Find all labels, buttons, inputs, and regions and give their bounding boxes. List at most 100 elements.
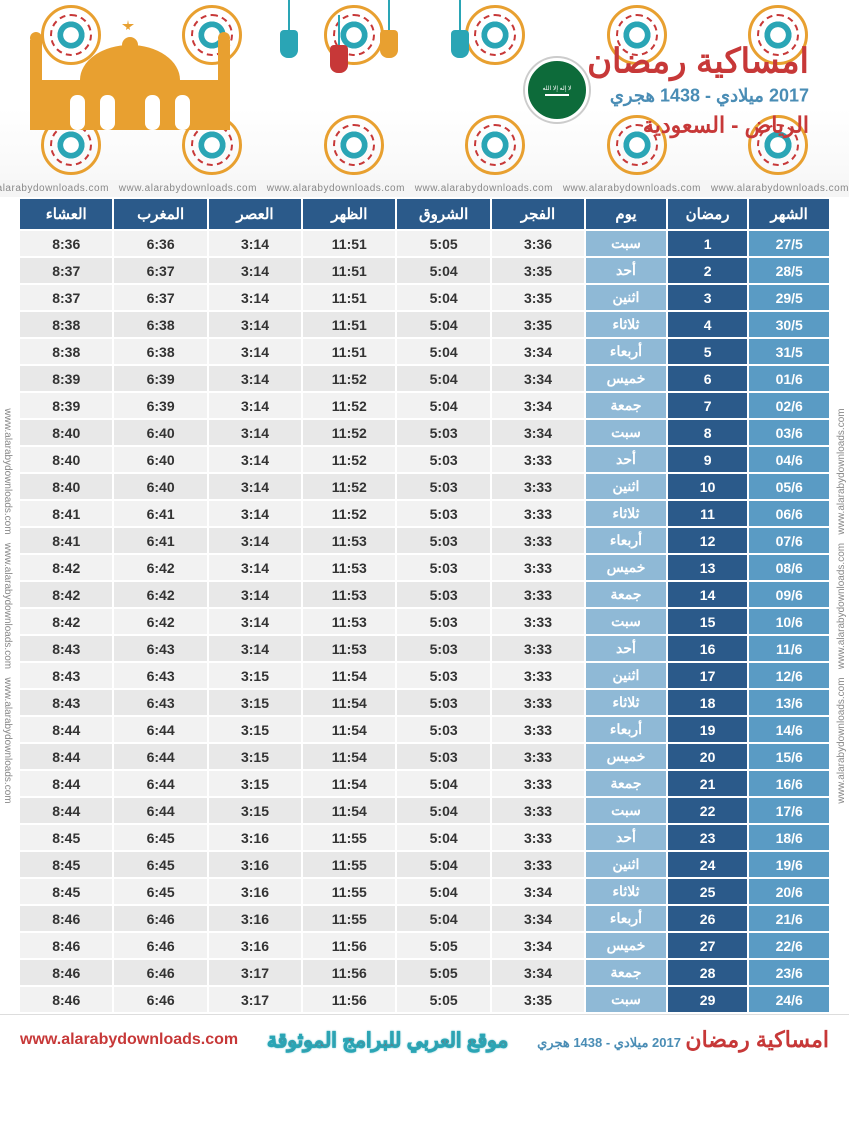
cell-month: 29/5 [749,285,829,310]
cell-asr: 3:14 [209,474,301,499]
table-row: 17/622سبت3:335:0411:543:156:448:44 [20,798,829,823]
cell-maghrib: 6:45 [114,879,206,904]
cell-dhuhr: 11:53 [303,636,395,661]
footer-subtitle: 2017 ميلادي - 1438 هجري [537,1035,681,1050]
table-row: 10/615سبت3:335:0311:533:146:428:42 [20,609,829,634]
cell-day: اثنين [586,663,666,688]
cell-asr: 3:16 [209,879,301,904]
cell-day: أحد [586,825,666,850]
cell-isha: 8:45 [20,825,112,850]
cell-isha: 8:44 [20,771,112,796]
cell-shuruq: 5:03 [397,636,489,661]
cell-fajr: 3:33 [492,582,584,607]
cell-fajr: 3:35 [492,312,584,337]
cell-maghrib: 6:43 [114,636,206,661]
cell-day: أربعاء [586,339,666,364]
cell-dhuhr: 11:52 [303,501,395,526]
cell-day: خميس [586,744,666,769]
cell-isha: 8:36 [20,231,112,256]
cell-dhuhr: 11:51 [303,231,395,256]
cell-maghrib: 6:46 [114,933,206,958]
cell-month: 30/5 [749,312,829,337]
cell-fajr: 3:33 [492,636,584,661]
table-row: 16/621جمعة3:335:0411:543:156:448:44 [20,771,829,796]
footer: امساكية رمضان 2017 ميلادي - 1438 هجري مو… [0,1014,849,1065]
cell-maghrib: 6:44 [114,744,206,769]
cell-ramadan: 20 [668,744,748,769]
cell-ramadan: 23 [668,825,748,850]
cell-maghrib: 6:40 [114,474,206,499]
cell-isha: 8:38 [20,312,112,337]
cell-isha: 8:45 [20,879,112,904]
cell-isha: 8:37 [20,258,112,283]
cell-shuruq: 5:04 [397,906,489,931]
cell-isha: 8:46 [20,987,112,1012]
cell-month: 21/6 [749,906,829,931]
cell-ramadan: 25 [668,879,748,904]
cell-dhuhr: 11:52 [303,393,395,418]
watermark-left: www.alarabydownloads.com www.alarabydown… [2,408,13,803]
cell-asr: 3:14 [209,555,301,580]
cell-fajr: 3:34 [492,960,584,985]
cell-dhuhr: 11:55 [303,879,395,904]
cell-maghrib: 6:40 [114,447,206,472]
table-row: 31/55أربعاء3:345:0411:513:146:388:38 [20,339,829,364]
cell-ramadan: 19 [668,717,748,742]
cell-isha: 8:46 [20,933,112,958]
header-banner: لا إله إلا الله امساكية رمضان 2017 ميلاد… [0,0,849,180]
cell-isha: 8:41 [20,528,112,553]
table-row: 08/613خميس3:335:0311:533:146:428:42 [20,555,829,580]
cell-fajr: 3:33 [492,474,584,499]
cell-ramadan: 14 [668,582,748,607]
cell-asr: 3:15 [209,744,301,769]
cell-ramadan: 21 [668,771,748,796]
cell-asr: 3:16 [209,906,301,931]
cell-shuruq: 5:03 [397,582,489,607]
cell-dhuhr: 11:54 [303,690,395,715]
cell-isha: 8:39 [20,393,112,418]
cell-isha: 8:42 [20,609,112,634]
cell-day: جمعة [586,582,666,607]
watermark-right: www.alarabydownloads.com www.alarabydown… [836,408,847,803]
cell-dhuhr: 11:53 [303,582,395,607]
cell-shuruq: 5:04 [397,366,489,391]
cell-month: 11/6 [749,636,829,661]
cell-month: 07/6 [749,528,829,553]
svg-text:لا إله إلا الله: لا إله إلا الله [543,85,572,92]
cell-ramadan: 28 [668,960,748,985]
cell-isha: 8:37 [20,285,112,310]
cell-ramadan: 29 [668,987,748,1012]
cell-maghrib: 6:46 [114,987,206,1012]
cell-dhuhr: 11:55 [303,906,395,931]
cell-fajr: 3:33 [492,825,584,850]
watermark-top: www.alarabydownloads.com www.alarabydown… [0,180,849,197]
cell-maghrib: 6:44 [114,798,206,823]
cell-day: خميس [586,933,666,958]
cell-maghrib: 6:46 [114,906,206,931]
cell-asr: 3:15 [209,690,301,715]
cell-day: سبت [586,798,666,823]
cell-fajr: 3:33 [492,447,584,472]
cell-month: 12/6 [749,663,829,688]
table-row: 03/68سبت3:345:0311:523:146:408:40 [20,420,829,445]
table-row: 23/628جمعة3:345:0511:563:176:468:46 [20,960,829,985]
cell-month: 15/6 [749,744,829,769]
cell-month: 17/6 [749,798,829,823]
cell-shuruq: 5:03 [397,609,489,634]
cell-isha: 8:46 [20,906,112,931]
cell-isha: 8:44 [20,798,112,823]
cell-maghrib: 6:37 [114,285,206,310]
cell-shuruq: 5:03 [397,528,489,553]
cell-maghrib: 6:44 [114,717,206,742]
flag-icon: لا إله إلا الله [525,58,589,122]
table-row: 27/51سبت3:365:0511:513:146:368:36 [20,231,829,256]
cell-maghrib: 6:45 [114,825,206,850]
cell-dhuhr: 11:53 [303,609,395,634]
cell-dhuhr: 11:51 [303,312,395,337]
cell-shuruq: 5:03 [397,555,489,580]
table-row: 13/618ثلاثاء3:335:0311:543:156:438:43 [20,690,829,715]
cell-day: ثلاثاء [586,312,666,337]
cell-dhuhr: 11:55 [303,825,395,850]
lantern-icon [330,45,348,73]
location-label: الرياض - السعودية [587,113,809,139]
